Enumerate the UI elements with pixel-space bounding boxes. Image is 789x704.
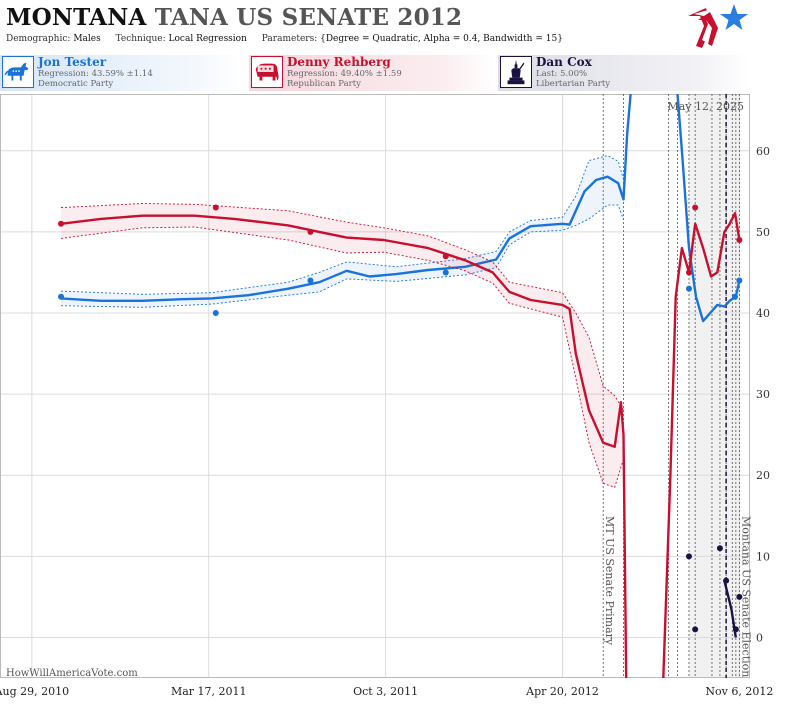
poll-point [736,593,743,600]
band-lower-line [60,204,624,308]
poll-point [723,577,730,584]
poll-point [685,285,692,292]
candidate-card-tester: Jon Tester Regression: 43.59% ±1.14 Demo… [0,55,245,91]
y-tick-label: 40 [756,307,770,320]
y-tick-label: 30 [756,388,770,401]
page-title: MONTANA TANA US SENATE 2012 [6,4,462,31]
x-tick-label: Aug 29, 2010 [0,685,69,698]
y-tick-label: 20 [756,469,770,482]
candidate-party: Libertarian Party [536,79,611,89]
y-tick-label: 0 [756,631,763,644]
demographic-value: Males [73,34,101,44]
today-label: May 12, 2025 [667,100,744,113]
star-logo-icon [688,4,748,48]
series-2 [685,545,743,638]
candidate-name: Denny Rehberg [287,55,391,69]
y-tick-label: 60 [756,145,770,158]
poll-point [212,310,219,316]
y-tick-label: 50 [756,226,770,239]
poll-point [442,269,449,276]
poll-point [307,277,314,284]
candidate-card-cox: Dan Cox Last: 5.00% Libertarian Party [498,55,748,91]
poll-point [58,220,65,227]
parameters-label: Parameters: [261,34,318,44]
poll-point [692,626,699,633]
parameters-value: {Degree = Quadratic, Alpha = 0.4, Bandwi… [320,34,563,44]
candidate-card-rehberg: Denny Rehberg Regression: 49.40% ±1.59 R… [249,55,494,91]
poll-point [716,545,723,552]
x-tick-label: Oct 3, 2011 [353,685,418,698]
poll-chart: 0 10 20 30 40 50 60 Aug 29, 2010 Mar 17, 2011 Oct… [0,94,773,698]
poll-point [736,277,743,284]
poll-point [58,293,65,300]
candidate-stat: Regression: 43.59% ±1.14 [38,69,153,79]
candidate-name: Jon Tester [38,55,107,69]
poll-point [685,553,692,560]
donkey-icon [2,56,34,88]
chart-parameters: Demographic: Males Technique: Local Regr… [6,34,563,44]
trend-line [662,211,741,678]
band-upper-line [60,203,624,411]
poll-point [307,228,314,235]
poll-point [212,204,219,211]
trend-line [676,94,741,323]
technique-label: Technique: [115,34,166,44]
liberty-icon [500,56,532,88]
x-tick-label: Apr 20, 2012 [525,685,599,698]
title-state: MONTANA [6,4,147,31]
x-tick-label: Mar 17, 2011 [171,685,247,698]
band-upper-line [60,155,624,295]
band-lower-line [60,226,624,488]
plot-frame [0,94,750,678]
candidate-name: Dan Cox [536,55,592,69]
confidence-band [61,203,624,488]
poll-point [736,237,743,243]
candidate-stat: Regression: 49.40% ±1.59 [287,69,402,79]
series-1 [58,203,743,678]
candidate-party: Republican Party [287,79,361,89]
poll-point [442,253,449,260]
event-label: MT US Senate Primary [603,516,616,646]
x-tick-label: Nov 6, 2012 [705,685,773,698]
candidate-stat: Last: 5.00% [536,69,588,79]
y-tick-label: 10 [756,550,770,563]
final-stretch-shade [688,94,740,678]
candidate-party: Democratic Party [38,79,114,89]
technique-value: Local Regression [168,34,247,44]
title-race: TANA US SENATE 2012 [154,4,463,31]
poll-point [731,293,738,300]
trend-line [60,214,628,678]
poll-point [732,626,739,633]
event-label: Montana US Senate Election [739,516,752,677]
demographic-label: Demographic: [6,34,71,44]
site-credit: HowWillAmericaVote.com [6,668,138,679]
elephant-icon [251,56,283,88]
trend-line [60,94,632,303]
poll-point [685,269,692,276]
poll-point [692,204,699,211]
